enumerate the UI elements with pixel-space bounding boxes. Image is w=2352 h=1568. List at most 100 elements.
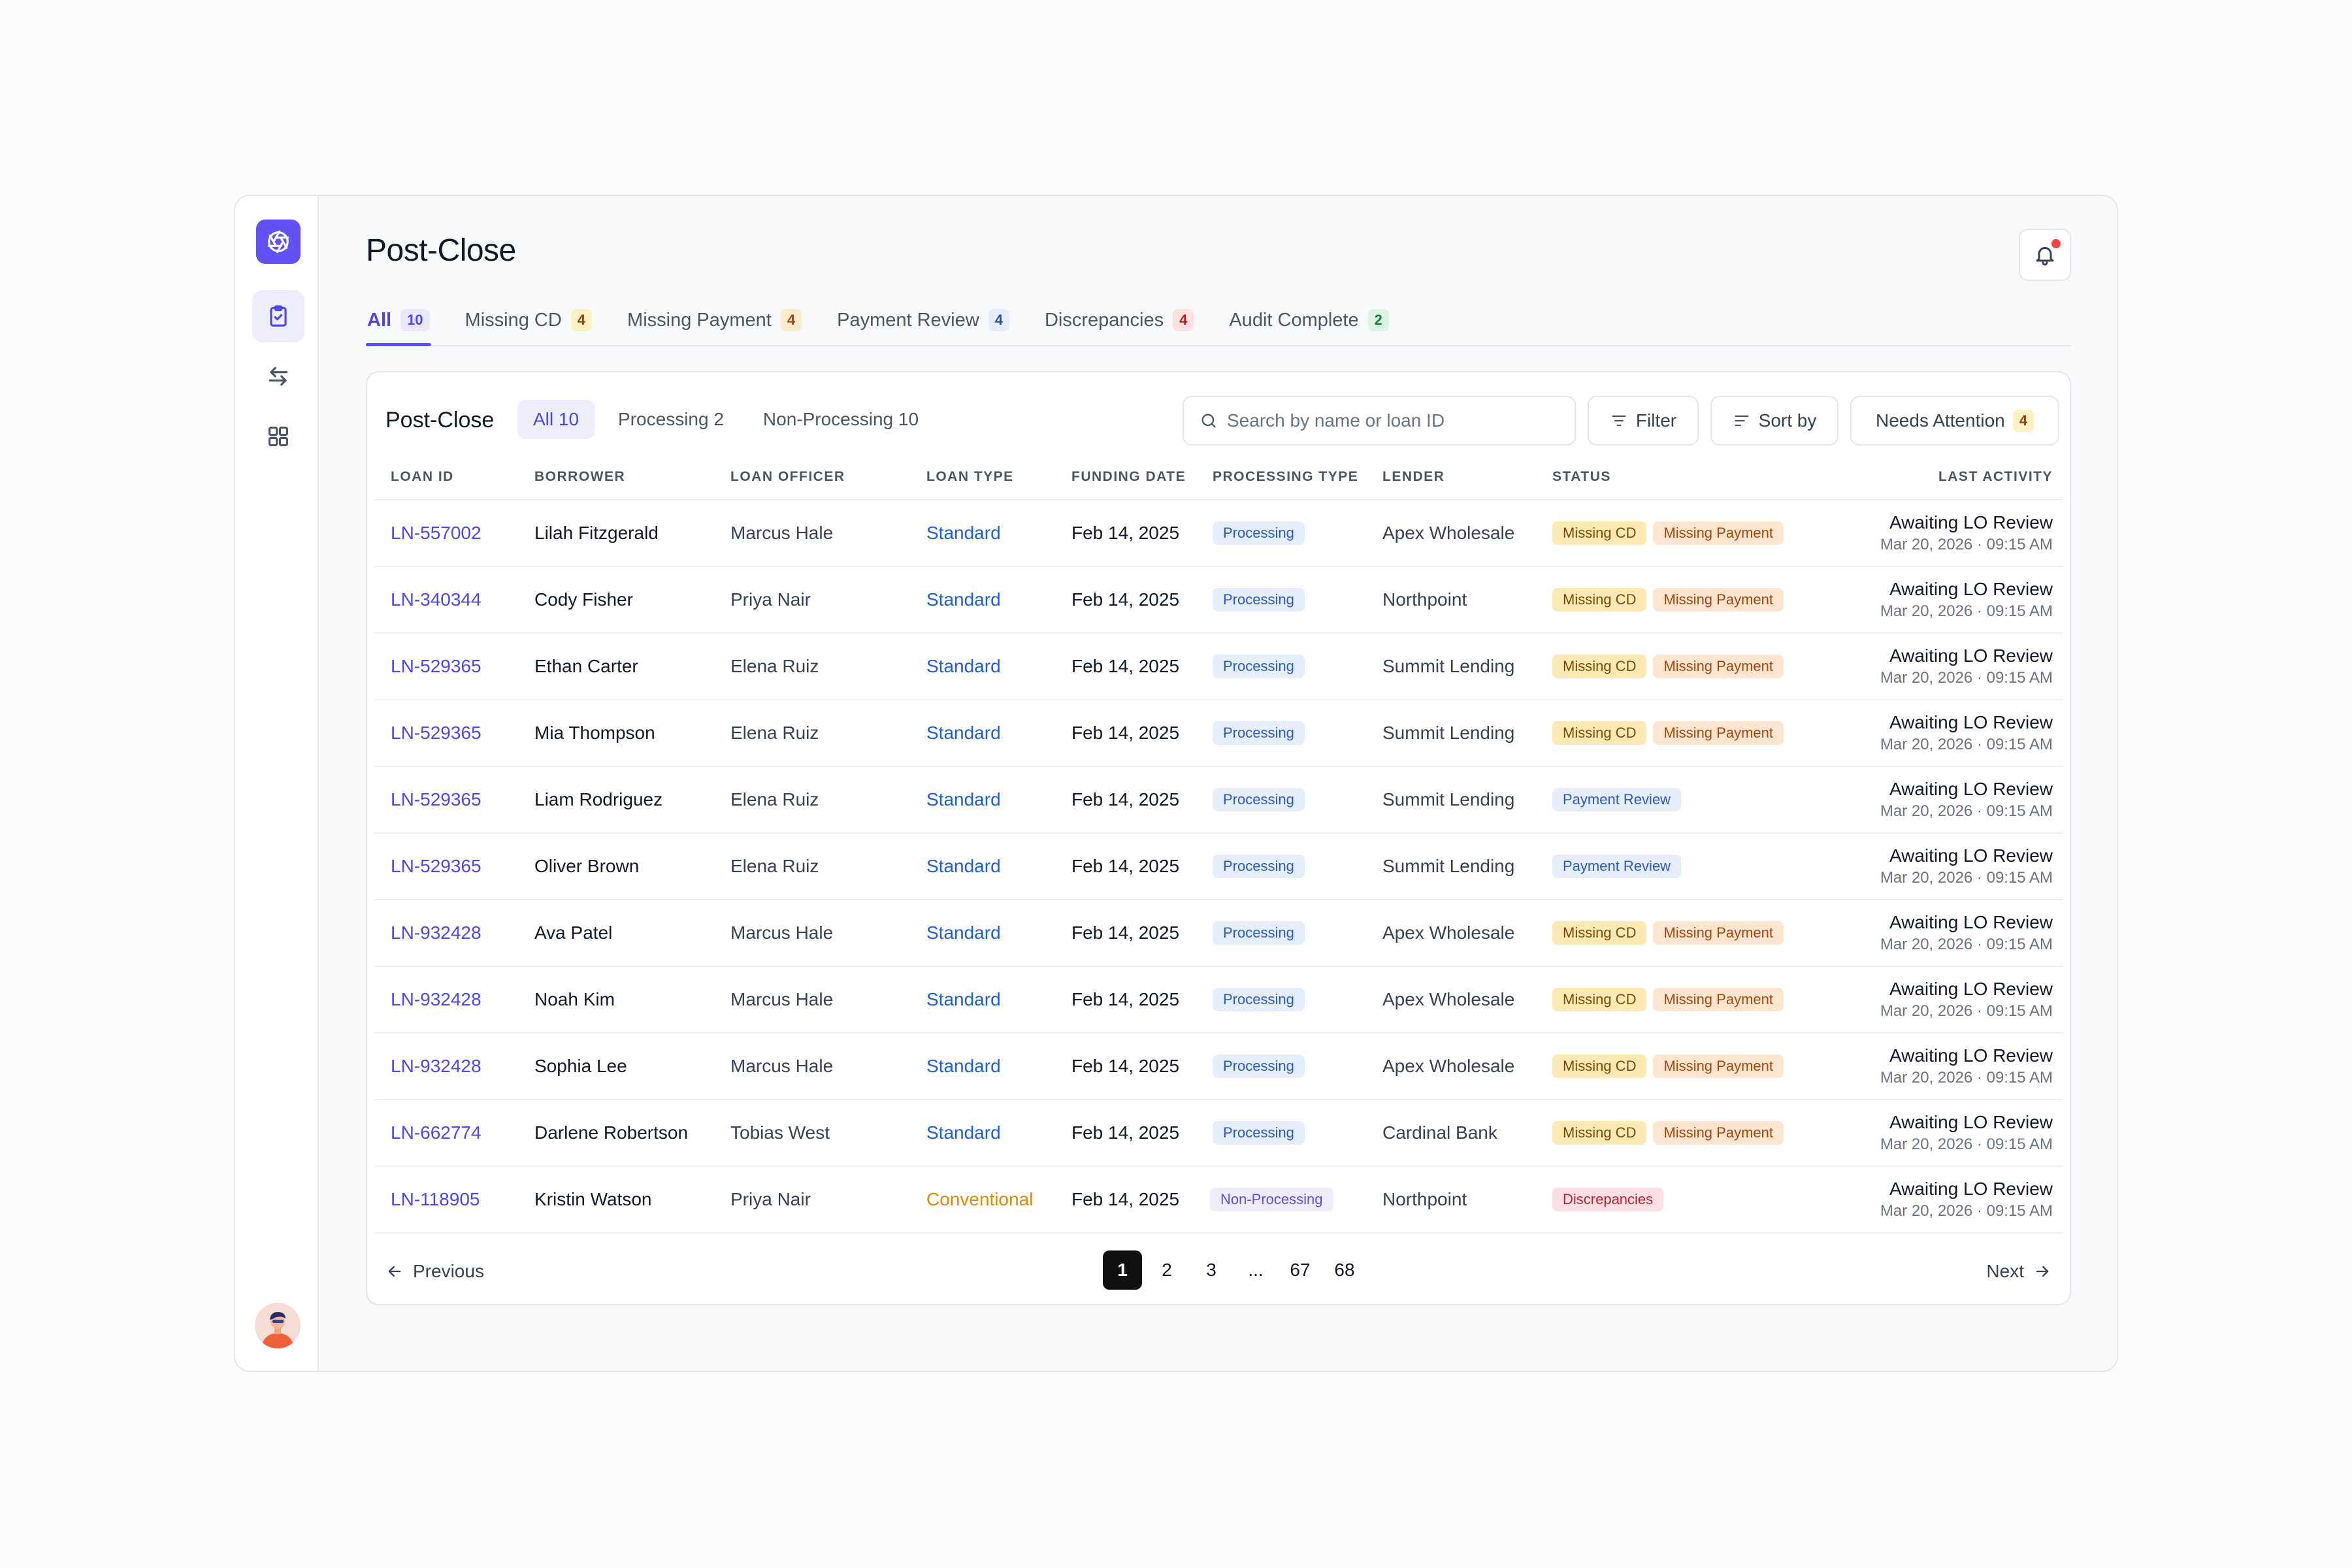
loan-id-link[interactable]: LN-529365 — [391, 656, 482, 676]
loan-type: Standard — [926, 856, 1001, 876]
column-header-loan-type[interactable]: Loan Type — [926, 469, 1014, 484]
last-activity: Awaiting LO Review Mar 20, 2026 · 09:15 A… — [1880, 900, 2053, 966]
tab-all[interactable]: All 10 — [366, 295, 431, 346]
tab-label: Missing CD — [465, 309, 562, 331]
activity-timestamp: Mar 20, 2026 · 09:15 AM — [1880, 936, 2053, 953]
search-input[interactable] — [1227, 410, 1554, 431]
nav-transfers[interactable] — [252, 350, 304, 402]
status-badge: Missing CD — [1552, 721, 1647, 745]
status-cell: Missing CD Missing Payment — [1552, 500, 1784, 566]
funding-date: Feb 14, 2025 — [1071, 1056, 1180, 1076]
user-avatar[interactable] — [255, 1303, 301, 1348]
page-button[interactable]: 68 — [1334, 1260, 1355, 1280]
loan-type: Standard — [926, 923, 1001, 943]
borrower-name: Darlene Robertson — [534, 1122, 689, 1143]
status-badge: Missing Payment — [1653, 588, 1784, 612]
column-header-last-activity[interactable]: Last Activity — [1938, 469, 2053, 484]
loan-id-link[interactable]: LN-932428 — [391, 923, 482, 943]
loan-id-link[interactable]: LN-529365 — [391, 789, 482, 809]
nav-post-close[interactable] — [252, 290, 304, 342]
tab-discrepancies[interactable]: Discrepancies 4 — [1043, 295, 1195, 345]
loan-id-link[interactable]: LN-662774 — [391, 1122, 482, 1143]
activity-text: Awaiting LO Review — [1889, 912, 2053, 932]
activity-text: Awaiting LO Review — [1889, 845, 2053, 866]
loan-officer-name: Priya Nair — [730, 589, 811, 610]
avatar-illustration — [255, 1303, 301, 1348]
funding-date: Feb 14, 2025 — [1071, 1189, 1180, 1209]
loan-id-link[interactable]: LN-932428 — [391, 989, 482, 1009]
card-toolbar: Post-Close All 10 Processing 2 Non-Proce… — [385, 396, 2059, 446]
table-row[interactable]: LN-932428 Ava Patel Marcus Hale Standard Feb… — [374, 900, 2063, 967]
activity-text: Awaiting LO Review — [1889, 1179, 2053, 1199]
sort-button[interactable]: Sort by — [1710, 396, 1838, 446]
status-badge: Missing Payment — [1653, 921, 1784, 945]
processing-segmented-control: All 10 Processing 2 Non-Processing 10 — [517, 400, 934, 439]
table-row[interactable]: LN-529365 Ethan Carter Elena Ruiz Standard F… — [374, 634, 2063, 700]
page-button[interactable]: 2 — [1162, 1260, 1172, 1280]
last-activity: Awaiting LO Review Mar 20, 2026 · 09:15 A… — [1880, 1167, 2053, 1232]
last-activity: Awaiting LO Review Mar 20, 2026 · 09:15 A… — [1880, 767, 2053, 832]
pagination: Previous 1 2 3... 67 68 Next — [385, 1250, 2051, 1292]
activity-text: Awaiting LO Review — [1889, 1045, 2053, 1066]
table-row[interactable]: LN-932428 Sophia Lee Marcus Hale Standard Fe… — [374, 1034, 2063, 1100]
table-row[interactable]: LN-932428 Noah Kim Marcus Hale Standard Feb … — [374, 967, 2063, 1034]
table-row[interactable]: LN-340344 Cody Fisher Priya Nair Standard Fe… — [374, 567, 2063, 634]
last-activity: Awaiting LO Review Mar 20, 2026 · 09:15 A… — [1880, 634, 2053, 699]
nav-dashboard[interactable] — [252, 410, 304, 463]
loan-officer-name: Marcus Hale — [730, 1056, 834, 1076]
needs-attention-button[interactable]: Needs Attention 4 — [1850, 396, 2059, 446]
previous-page-button[interactable]: Previous — [385, 1250, 484, 1292]
table-row[interactable]: LN-529365 Liam Rodriguez Elena Ruiz Standar… — [374, 767, 2063, 834]
tab-missing-payment[interactable]: Missing Payment 4 — [626, 295, 803, 345]
column-header-funding-date[interactable]: Funding Date — [1071, 469, 1186, 484]
borrower-name: Sophia Lee — [534, 1056, 627, 1076]
tab-payment-review[interactable]: Payment Review 4 — [836, 295, 1011, 345]
loan-type: Standard — [926, 589, 1001, 610]
table-row[interactable]: LN-529365 Oliver Brown Elena Ruiz Standard F… — [374, 834, 2063, 900]
column-header-lender[interactable]: Lender — [1382, 469, 1445, 484]
lender-name: Northpoint — [1382, 1189, 1467, 1209]
loan-id-link[interactable]: LN-529365 — [391, 723, 482, 743]
tab-audit-complete[interactable]: Audit Complete 2 — [1228, 295, 1390, 345]
filter-icon — [1612, 415, 1626, 427]
table-row[interactable]: LN-557002 Lilah Fitzgerald Marcus Hale Stan… — [374, 500, 2063, 567]
column-header-borrower[interactable]: Borrower — [534, 469, 626, 484]
tab-count-badge: 4 — [988, 309, 1009, 331]
segment-non-processing[interactable]: Non-Processing 10 — [762, 409, 919, 429]
loan-id-link[interactable]: LN-118905 — [391, 1189, 480, 1209]
segment-all[interactable]: All 10 — [517, 400, 595, 439]
table-body: LN-557002 Lilah Fitzgerald Marcus Hale Stan… — [374, 500, 2063, 1233]
loan-officer-name: Elena Ruiz — [730, 723, 819, 743]
page-button[interactable]: 67 — [1290, 1260, 1311, 1280]
column-header-loan-id[interactable]: Loan ID — [391, 469, 454, 484]
loan-id-link[interactable]: LN-340344 — [391, 589, 482, 610]
loan-id-link[interactable]: LN-557002 — [391, 523, 482, 543]
tab-label: Payment Review — [837, 309, 979, 331]
column-header-status[interactable]: Status — [1552, 469, 1611, 484]
clipboard-check-icon — [270, 305, 287, 327]
app-logo[interactable] — [256, 220, 301, 264]
column-header-processing-type[interactable]: Processing Type — [1213, 469, 1359, 484]
activity-text: Awaiting LO Review — [1889, 979, 2053, 999]
table-row[interactable]: LN-529365 Mia Thompson Elena Ruiz Standard F… — [374, 700, 2063, 767]
filter-button[interactable]: Filter — [1588, 396, 1699, 446]
previous-label: Previous — [413, 1261, 484, 1281]
borrower-name: Mia Thompson — [534, 723, 655, 743]
page-button[interactable]: 1 — [1103, 1250, 1142, 1290]
column-header-loan-officer[interactable]: Loan Officer — [730, 469, 845, 484]
status-cell: Missing CD Missing Payment — [1552, 1034, 1784, 1099]
funding-date: Feb 14, 2025 — [1071, 989, 1180, 1009]
notifications-button[interactable] — [2019, 229, 2071, 281]
app-window: Post-Close All 10 Missing CD 4 Missing P… — [234, 195, 2118, 1372]
table-row[interactable]: LN-118905 Kristin Watson Priya Nair Convent… — [374, 1167, 2063, 1233]
lender-name: Summit Lending — [1382, 723, 1515, 743]
loan-id-link[interactable]: LN-529365 — [391, 856, 482, 876]
loan-id-link[interactable]: LN-932428 — [391, 1056, 482, 1076]
notification-dot — [2051, 239, 2061, 248]
next-page-button[interactable]: Next — [1986, 1250, 2051, 1292]
segment-processing[interactable]: Processing 2 — [618, 409, 724, 429]
page-button[interactable]: 3 — [1206, 1260, 1217, 1280]
tab-missing-cd[interactable]: Missing CD 4 — [464, 295, 594, 345]
table-row[interactable]: LN-662774 Darlene Robertson Tobias West Sta… — [374, 1100, 2063, 1167]
lender-name: Apex Wholesale — [1382, 989, 1515, 1009]
